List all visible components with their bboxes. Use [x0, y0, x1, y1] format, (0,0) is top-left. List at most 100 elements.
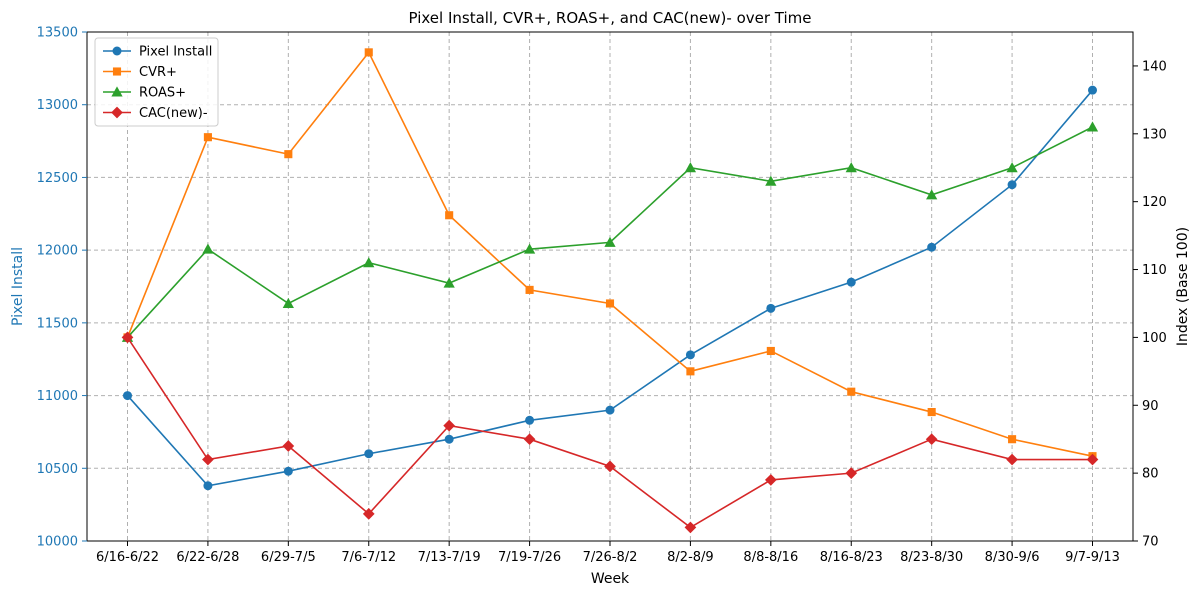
data-point — [362, 508, 375, 520]
data-point — [845, 467, 858, 479]
x-tick-label: 6/16-6/22 — [96, 550, 159, 565]
y-right-tick-label: 120 — [1142, 195, 1167, 210]
data-point — [684, 521, 697, 534]
x-tick-label: 8/30-9/6 — [985, 550, 1040, 565]
legend-marker — [111, 106, 123, 119]
data-point — [523, 243, 536, 254]
y-left-tick-label: 10500 — [37, 462, 78, 477]
data-point — [525, 415, 535, 425]
series-pixel-install — [123, 85, 1097, 491]
data-point — [847, 387, 856, 396]
data-point — [605, 405, 615, 415]
x-tick-label: 7/19-7/26 — [498, 550, 561, 565]
data-point — [283, 466, 293, 476]
data-point — [443, 277, 455, 288]
x-tick-label: 6/22-6/28 — [176, 550, 239, 565]
data-point — [282, 440, 295, 452]
legend-label: CAC(new)- — [139, 106, 208, 121]
x-tick-label: 8/23-8/30 — [900, 550, 963, 565]
data-point — [765, 175, 777, 186]
y-left-tick-label: 13500 — [37, 26, 78, 41]
data-point — [684, 162, 697, 173]
data-point — [845, 162, 857, 173]
x-tick-label: 8/2-8/9 — [667, 550, 714, 565]
x-tick-label: 8/8-8/16 — [743, 550, 798, 565]
data-point — [604, 236, 616, 247]
data-point — [927, 242, 937, 252]
data-point — [202, 453, 214, 466]
data-point — [123, 391, 132, 401]
legend: Pixel Install CVR+ ROAS+ CAC(new)- — [94, 37, 219, 127]
y-right-tick-label: 100 — [1142, 331, 1167, 346]
x-tick-label: 7/13-7/19 — [418, 550, 481, 565]
legend-box — [94, 37, 219, 127]
data-point — [202, 243, 214, 254]
data-point — [766, 346, 775, 356]
axes: 6/16-6/22 6/22-6/28 6/29-7/5 7/6-7/12 7/13-7… — [37, 26, 1167, 566]
y-right-tick-label: 130 — [1142, 127, 1167, 142]
legend-marker — [112, 67, 122, 76]
data-point — [1088, 85, 1097, 95]
data-point — [926, 189, 938, 200]
data-point — [927, 408, 936, 417]
data-point — [282, 297, 294, 308]
data-point — [203, 481, 213, 491]
x-tick-label: 7/6-7/12 — [341, 550, 396, 565]
data-point — [1086, 453, 1099, 466]
y-right-tick-label: 80 — [1142, 467, 1159, 482]
y-right-tick-label: 140 — [1142, 59, 1167, 74]
data-point — [1006, 453, 1018, 466]
data-point — [121, 331, 134, 344]
legend-marker — [111, 86, 123, 97]
data-point — [525, 285, 534, 294]
y-left-tick-label: 11000 — [37, 389, 78, 404]
legend-marker — [112, 46, 122, 56]
data-point — [443, 419, 456, 432]
y-left-tick-label: 12000 — [37, 244, 78, 259]
series-layer — [121, 48, 1099, 534]
data-point — [444, 434, 454, 444]
y-left-tick-label: 10000 — [37, 535, 78, 550]
data-point — [1008, 435, 1017, 444]
y-left-tick-label: 12500 — [37, 171, 78, 186]
y-axis-right-label: Index (Base 100) — [1175, 227, 1191, 346]
data-point — [445, 211, 454, 220]
data-point — [523, 433, 536, 446]
y-axis-left-label: Pixel Install — [10, 247, 26, 326]
legend-label: CVR+ — [139, 65, 177, 80]
data-point — [604, 460, 616, 473]
y-right-tick-label: 110 — [1142, 263, 1167, 278]
x-tick-label: 9/7-9/13 — [1065, 550, 1120, 565]
data-point — [364, 449, 374, 459]
y-left-tick-label: 13000 — [37, 98, 78, 113]
data-point — [363, 257, 375, 268]
legend-label: ROAS+ — [139, 86, 186, 101]
chart-title: Pixel Install, CVR+, ROAS+, and CAC(new)… — [408, 9, 811, 27]
x-axis-label: Week — [591, 571, 630, 587]
x-tick-label: 8/16-8/23 — [820, 550, 883, 565]
legend-label: Pixel Install — [139, 45, 212, 60]
legend-item: CAC(new)- — [103, 106, 208, 121]
data-point — [846, 277, 856, 287]
data-point — [605, 299, 615, 308]
legend-item: CVR+ — [103, 65, 177, 80]
data-point — [925, 433, 938, 446]
y-right-tick-label: 90 — [1142, 399, 1159, 414]
data-point — [1006, 162, 1018, 173]
data-point — [364, 48, 373, 57]
data-point — [764, 474, 777, 486]
legend-item: Pixel Install — [103, 45, 212, 60]
series-cac-new — [121, 331, 1099, 534]
legend-item: ROAS+ — [103, 86, 186, 101]
data-point — [1086, 121, 1099, 132]
data-point — [685, 350, 695, 360]
y-right-tick-label: 70 — [1142, 535, 1159, 550]
x-tick-label: 6/29-7/5 — [261, 550, 316, 565]
data-point — [284, 150, 293, 159]
data-point — [766, 303, 776, 313]
x-tick-label: 7/26-8/2 — [583, 550, 638, 565]
data-point — [686, 367, 695, 376]
data-point — [1007, 180, 1017, 190]
data-point — [203, 133, 212, 142]
